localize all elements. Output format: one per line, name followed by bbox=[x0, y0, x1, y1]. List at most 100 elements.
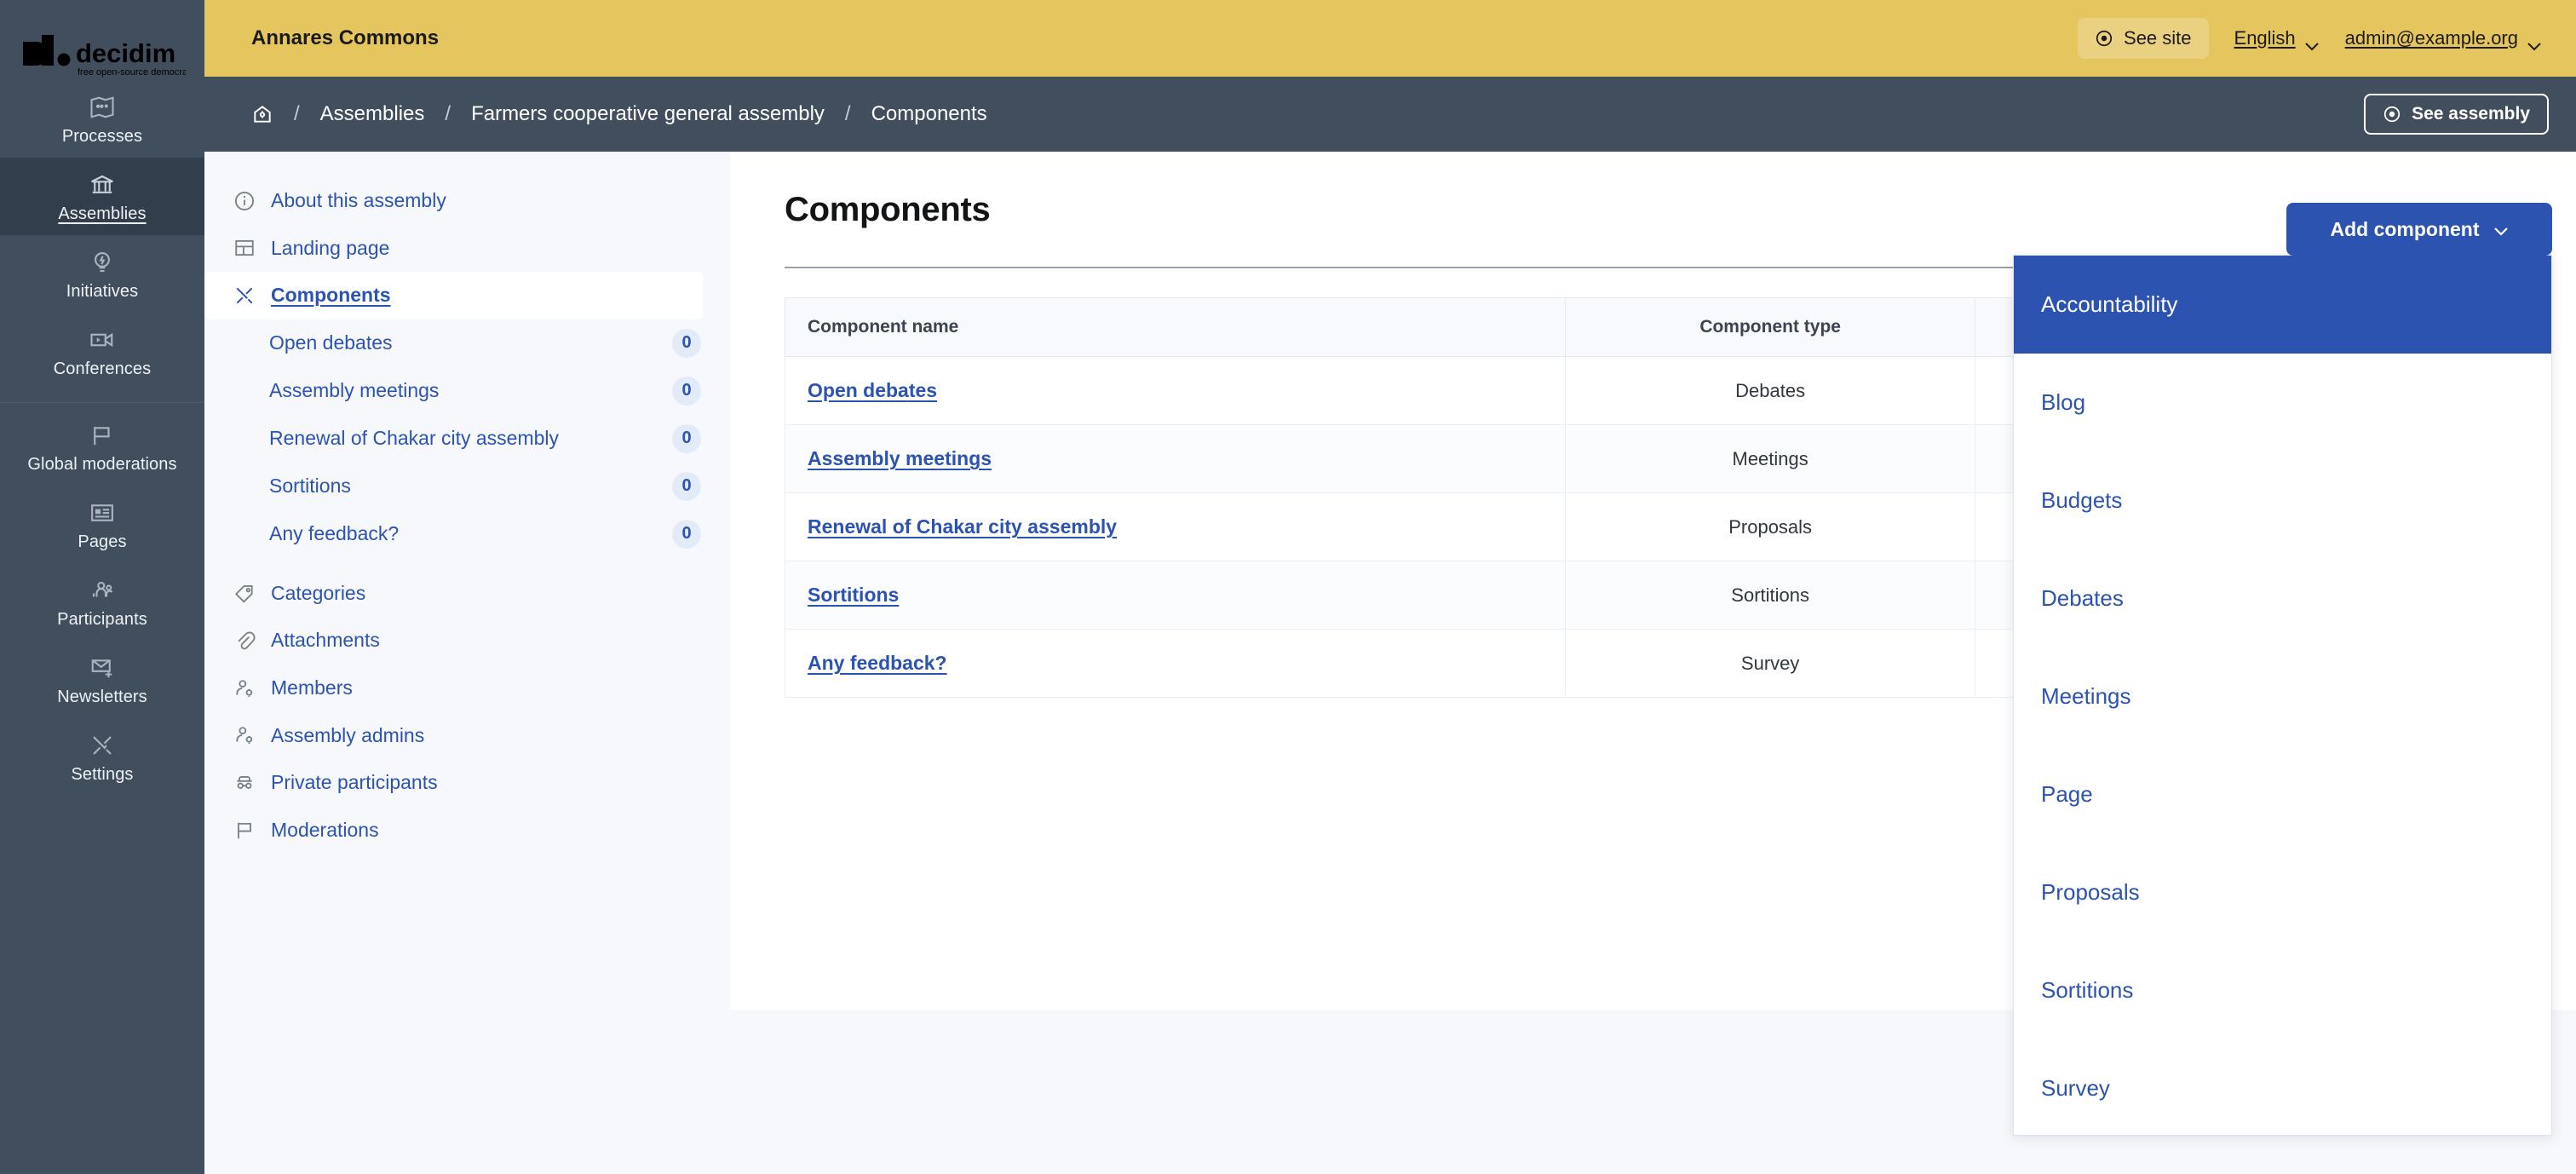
spy-icon bbox=[233, 772, 256, 794]
secnav-subitem-count: 0 bbox=[672, 519, 701, 549]
secnav-item-assembly-admins[interactable]: Assembly admins bbox=[204, 712, 730, 760]
see-site-button[interactable]: See site bbox=[2078, 18, 2209, 59]
see-site-label: See site bbox=[2124, 27, 2192, 49]
secnav-item-members[interactable]: Members bbox=[204, 665, 730, 712]
table-row: Sortitions Sortitions Chakar bbox=[785, 561, 2518, 630]
header-actions: See site English admin@example.org bbox=[2078, 18, 2542, 59]
decidim-logo[interactable]: decidim free open-source democracy bbox=[17, 31, 187, 80]
rail-group-primary: Processes Assemblies Initiatives bbox=[0, 80, 204, 390]
sidebar-item-processes[interactable]: Processes bbox=[0, 80, 204, 158]
divider bbox=[785, 267, 2518, 268]
chevron-down-icon bbox=[2527, 34, 2542, 50]
column-header-component-type[interactable]: Component type bbox=[1564, 297, 1976, 357]
dropdown-option-blog[interactable]: Blog bbox=[2041, 389, 2086, 415]
layout-icon bbox=[233, 237, 256, 259]
dropdown-option-debates[interactable]: Debates bbox=[2041, 585, 2124, 611]
secnav-subitem-any-feedback[interactable]: Any feedback? 0 bbox=[204, 510, 730, 558]
secnav-subitem-assembly-meetings[interactable]: Assembly meetings 0 bbox=[204, 367, 730, 415]
breadcrumb-item-assemblies[interactable]: Assemblies bbox=[319, 102, 425, 125]
component-link[interactable]: Open debates bbox=[808, 379, 938, 401]
sidebar-item-initiatives[interactable]: Initiatives bbox=[0, 235, 204, 313]
assembly-secondary-nav: About this assembly Landing page Compone… bbox=[204, 152, 730, 1174]
language-selector[interactable]: English bbox=[2234, 27, 2320, 50]
sidebar-item-pages[interactable]: Pages bbox=[0, 486, 204, 563]
secnav-item-categories[interactable]: Categories bbox=[204, 570, 730, 618]
secnav-subitem-label: Open debates bbox=[269, 331, 393, 354]
dropdown-option-survey[interactable]: Survey bbox=[2041, 1075, 2110, 1101]
secnav-subitem-count: 0 bbox=[672, 471, 701, 501]
secnav-item-label: Components bbox=[271, 284, 391, 307]
tag-icon bbox=[233, 583, 256, 605]
sidebar-item-conferences[interactable]: Conferences bbox=[0, 313, 204, 390]
breadcrumb-item-assembly[interactable]: Farmers cooperative general assembly bbox=[471, 102, 825, 125]
dropdown-option-page[interactable]: Page bbox=[2041, 781, 2093, 807]
sidebar-item-label: Conferences bbox=[53, 360, 152, 378]
dropdown-option-meetings[interactable]: Meetings bbox=[2041, 683, 2131, 709]
dropdown-option-accountability[interactable]: Accountability bbox=[2014, 256, 2551, 354]
sidebar-item-label: Initiatives bbox=[66, 282, 139, 301]
svg-text:free open-source democracy: free open-source democracy bbox=[78, 67, 186, 78]
cell-component-name: Sortitions bbox=[785, 561, 1566, 630]
secnav-subitem-count: 0 bbox=[672, 328, 701, 358]
add-component-dropdown: Accountability Blog Budgets Debates Meet… bbox=[2013, 255, 2552, 1136]
dropdown-option-sortitions[interactable]: Sortitions bbox=[2041, 977, 2134, 1003]
column-header-component-name[interactable]: Component name bbox=[785, 297, 1566, 357]
dropdown-option-proposals[interactable]: Proposals bbox=[2041, 879, 2140, 905]
secnav-item-label: Attachments bbox=[271, 629, 380, 652]
breadcrumb-separator: / bbox=[844, 102, 851, 125]
sidebar-item-assemblies[interactable]: Assemblies bbox=[0, 158, 204, 235]
dropdown-option-budgets[interactable]: Budgets bbox=[2041, 487, 2123, 513]
secnav-subitem-sortitions[interactable]: Sortitions 0 bbox=[204, 463, 730, 510]
breadcrumb-bar: / Assemblies / Farmers cooperative gener… bbox=[204, 77, 2576, 152]
secnav-subitem-count: 0 bbox=[672, 423, 701, 453]
breadcrumb-separator: / bbox=[294, 102, 300, 125]
secnav-item-attachments[interactable]: Attachments bbox=[204, 617, 730, 665]
account-menu[interactable]: admin@example.org bbox=[2345, 27, 2542, 50]
sidebar-item-newsletters[interactable]: Newsletters bbox=[0, 641, 204, 718]
tools-icon bbox=[233, 285, 256, 307]
component-link[interactable]: Sortitions bbox=[808, 584, 900, 606]
see-assembly-button[interactable]: See assembly bbox=[2364, 94, 2549, 135]
sidebar-item-label: Newsletters bbox=[57, 688, 147, 706]
secnav-item-landing-page[interactable]: Landing page bbox=[204, 225, 730, 273]
cell-component-name: Renewal of Chakar city assembly bbox=[785, 492, 1566, 561]
breadcrumb-item-components[interactable]: Components bbox=[871, 102, 987, 125]
component-link[interactable]: Assembly meetings bbox=[808, 447, 992, 469]
secnav-subitem-label: Any feedback? bbox=[269, 521, 400, 544]
page-title: Components bbox=[785, 191, 991, 228]
chevron-down-icon bbox=[2493, 218, 2509, 241]
info-icon bbox=[233, 190, 256, 212]
sidebar-item-settings[interactable]: Settings bbox=[0, 718, 204, 796]
sidebar-item-global-moderations[interactable]: Global moderations bbox=[0, 408, 204, 486]
lightbulb-icon bbox=[89, 250, 115, 275]
breadcrumb-separator: / bbox=[445, 102, 451, 125]
cell-component-type: Meetings bbox=[1564, 424, 1976, 493]
add-component-button[interactable]: Add component bbox=[2286, 203, 2552, 256]
panel-header: Components bbox=[785, 191, 2518, 229]
add-component-label: Add component bbox=[2330, 217, 2480, 240]
secnav-item-about-this-assembly[interactable]: About this assembly bbox=[204, 177, 730, 225]
eye-icon bbox=[2383, 105, 2401, 124]
secnav-item-moderations[interactable]: Moderations bbox=[204, 807, 730, 855]
component-link[interactable]: Renewal of Chakar city assembly bbox=[808, 515, 1118, 538]
secnav-item-label: Categories bbox=[271, 581, 366, 604]
user-settings-icon bbox=[233, 677, 256, 699]
home-icon bbox=[251, 103, 273, 125]
breadcrumb-home-link[interactable] bbox=[251, 103, 294, 125]
secnav-item-components[interactable]: Components bbox=[204, 272, 703, 319]
component-link[interactable]: Any feedback? bbox=[808, 652, 947, 674]
secnav-item-label: Moderations bbox=[271, 818, 379, 841]
secnav-item-label: About this assembly bbox=[271, 189, 446, 211]
secnav-subitem-renewal-of-chakar-city-assembly[interactable]: Renewal of Chakar city assembly 0 bbox=[204, 415, 730, 463]
sidebar-item-label: Processes bbox=[61, 127, 143, 146]
secnav-subitem-open-debates[interactable]: Open debates 0 bbox=[204, 319, 730, 367]
cell-component-name: Open debates bbox=[785, 356, 1566, 425]
sidebar-item-participants[interactable]: Participants bbox=[0, 563, 204, 641]
secnav-item-private-participants[interactable]: Private participants bbox=[204, 759, 730, 807]
flag-icon bbox=[89, 423, 115, 448]
cell-component-type: Survey bbox=[1564, 629, 1976, 698]
user-settings-icon bbox=[233, 724, 256, 746]
secnav-item-label: Private participants bbox=[271, 771, 438, 794]
chevron-down-icon bbox=[2304, 34, 2320, 50]
secnav-item-label: Landing page bbox=[271, 236, 390, 259]
